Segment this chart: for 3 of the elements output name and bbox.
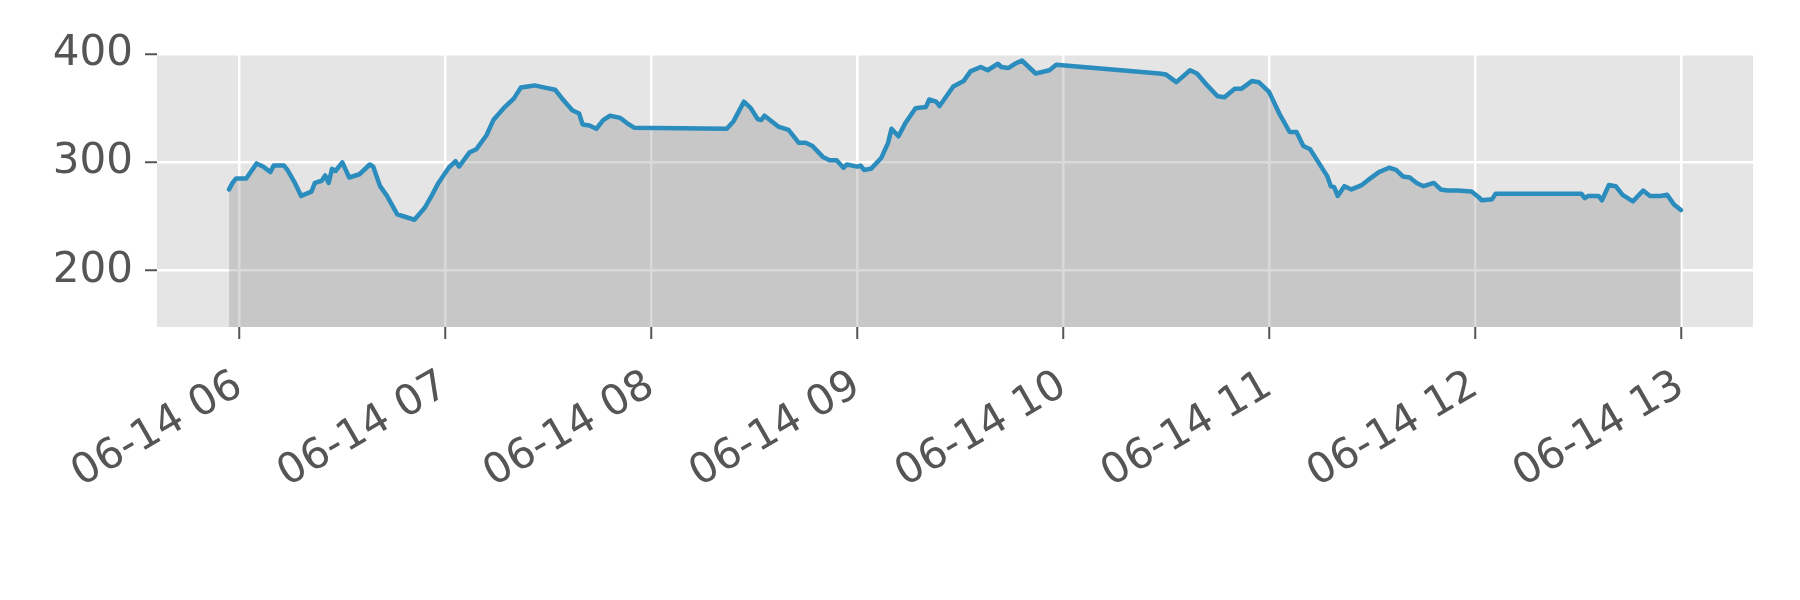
- y-tick-label: 300: [52, 134, 133, 184]
- y-tick-label: 400: [52, 25, 133, 75]
- y-tick-label: 200: [52, 242, 133, 292]
